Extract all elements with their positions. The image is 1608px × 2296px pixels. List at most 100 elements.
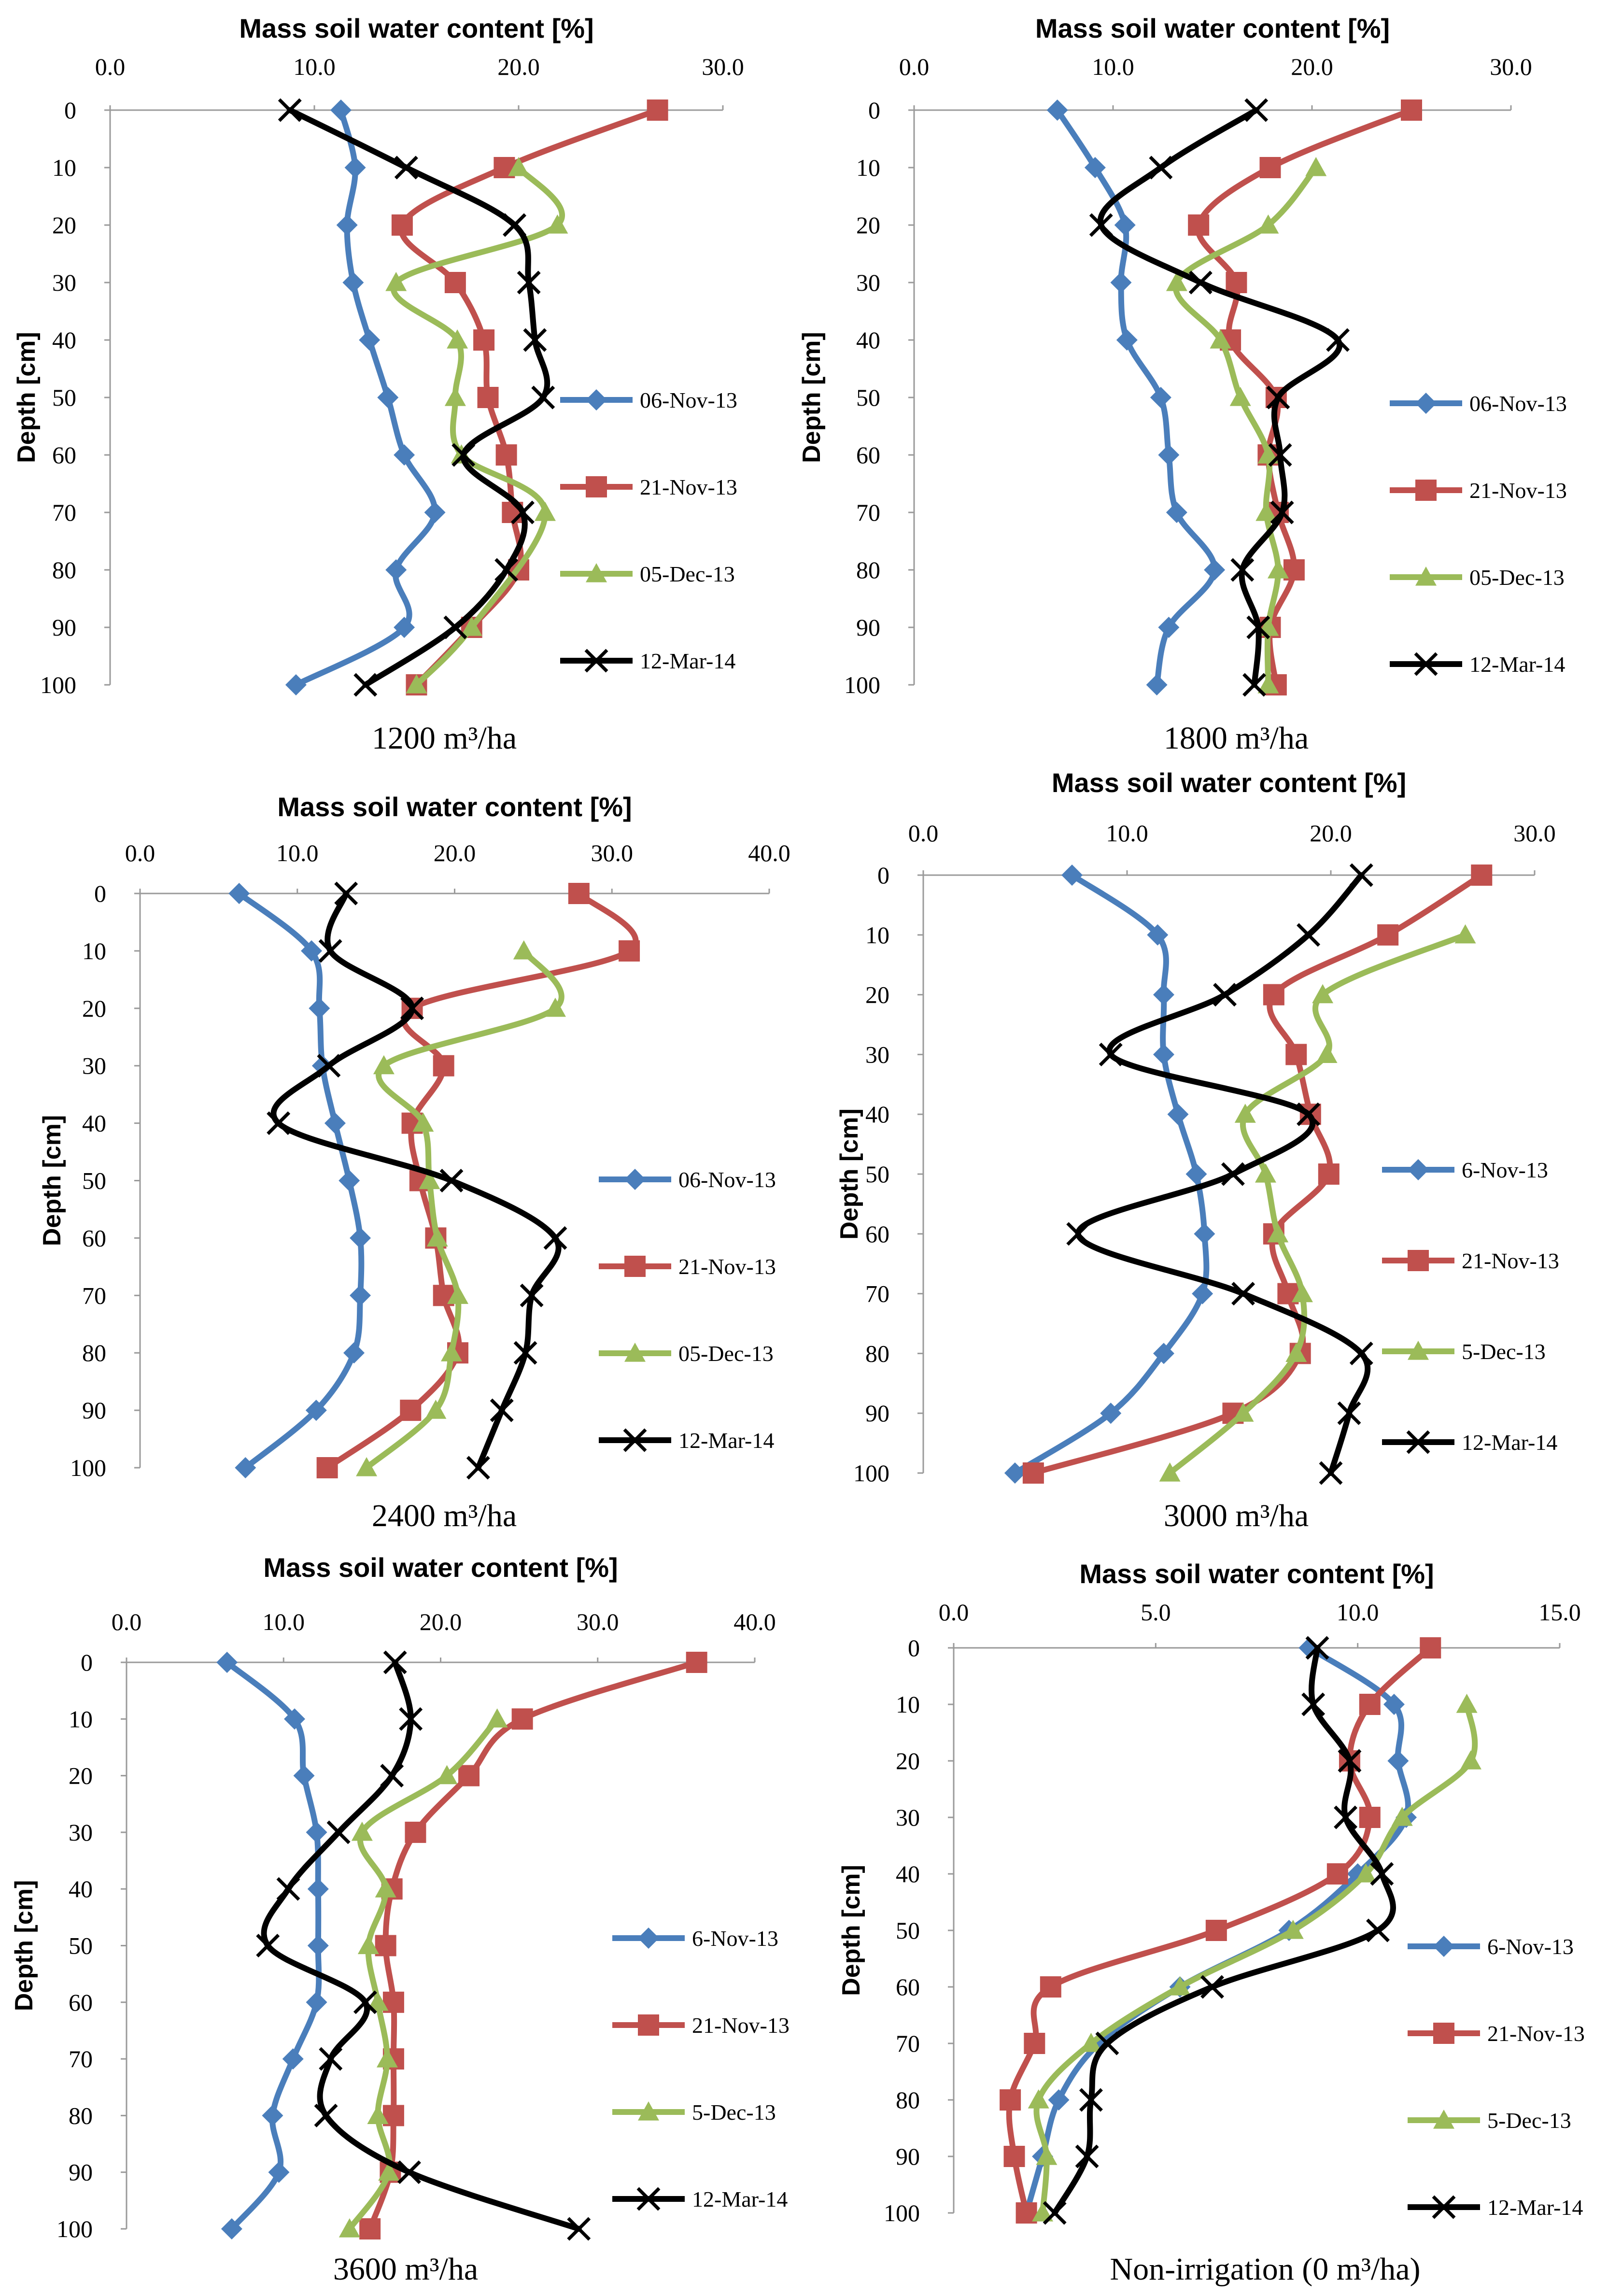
series-line (293, 107, 438, 688)
x-tick-label: 20.0 (420, 1608, 462, 1635)
legend-item: 05-Dec-13 (1390, 565, 1565, 590)
data-point (405, 1821, 426, 1843)
data-point (1257, 674, 1279, 694)
data-point (1043, 2201, 1067, 2225)
data-point (440, 1342, 462, 1361)
data-point (339, 2218, 360, 2238)
data-point (376, 2048, 398, 2068)
data-point (1266, 385, 1290, 410)
data-point (466, 1456, 490, 1480)
y-tick-label: 20 (865, 981, 889, 1008)
data-point (1040, 1976, 1061, 1998)
data-point (1355, 1863, 1377, 1883)
data-point (1301, 1692, 1326, 1716)
y-tick-label: 30 (856, 269, 880, 296)
legend-item: 12-Mar-14 (560, 649, 735, 673)
data-point (307, 1935, 329, 1956)
legend-marker (1408, 1341, 1429, 1360)
data-point (1359, 1807, 1381, 1828)
data-point (447, 1285, 469, 1304)
data-point (1150, 387, 1171, 408)
data-point (1066, 1222, 1090, 1246)
data-point (1166, 272, 1187, 291)
data-point (1401, 99, 1422, 121)
series-5-Dec-13 (1159, 924, 1476, 1482)
y-tick-label: 30 (69, 1819, 93, 1846)
series-6-Nov-13 (216, 1652, 329, 2239)
series-12-Mar-14 (1043, 1636, 1396, 2225)
data-point (444, 387, 466, 406)
data-point (1204, 559, 1226, 581)
data-point (1318, 1163, 1340, 1185)
data-point (342, 272, 364, 293)
data-point (1231, 1282, 1255, 1306)
y-tick-label: 60 (82, 1224, 106, 1251)
legend-label: 5-Dec-13 (1487, 2108, 1571, 2133)
y-tick-label: 30 (896, 1804, 920, 1831)
y-tick-label: 70 (896, 2030, 920, 2057)
legend-item: 6-Nov-13 (1408, 1934, 1574, 1959)
legend-marker (586, 563, 607, 582)
data-point (359, 2218, 381, 2239)
data-point (1229, 387, 1251, 406)
legend-label: 06-Nov-13 (1469, 391, 1567, 416)
data-point (1230, 558, 1255, 582)
chart-panel-1: Mass soil water content [%] 0.0 10.0 20.0 30… (13, 13, 744, 756)
data-point (324, 1112, 346, 1134)
y-tick-label: 100 (40, 671, 76, 698)
data-point (1036, 2146, 1058, 2165)
y-tick-label: 90 (896, 2143, 920, 2170)
data-point (228, 883, 250, 904)
y-axis-label: Depth [cm] (835, 1108, 863, 1240)
data-point (544, 997, 566, 1017)
legend-item: 6-Nov-13 (1382, 1158, 1548, 1182)
x-tick-label: 0.0 (112, 1608, 142, 1635)
series-line (224, 1659, 322, 2232)
data-point (1166, 502, 1187, 523)
data-point (444, 272, 466, 293)
chart-title: Mass soil water content [%] (263, 1552, 618, 1583)
y-tick-label: 90 (82, 1397, 106, 1424)
series-5-Dec-13 (339, 1708, 508, 2238)
data-point (385, 559, 407, 581)
y-tick-label: 30 (865, 1041, 889, 1068)
data-point (400, 996, 424, 1020)
data-point (1084, 157, 1106, 178)
legend-label: 12-Mar-14 (692, 2187, 788, 2211)
data-point (235, 1457, 256, 1478)
data-point (439, 1169, 464, 1192)
legend-marker (638, 2101, 659, 2121)
x-tick-label: 40.0 (748, 839, 790, 866)
data-point (1000, 2089, 1021, 2111)
x-tick-label: 0.0 (95, 53, 126, 80)
data-point (1391, 1807, 1413, 1826)
y-tick-label: 0 (64, 97, 76, 124)
data-point (426, 1227, 448, 1247)
series-05-Dec-13 (385, 157, 568, 694)
y-tick-label: 10 (856, 154, 880, 181)
data-point (1257, 214, 1279, 234)
data-point (1158, 444, 1180, 466)
data-point (567, 2217, 591, 2241)
x-tick-label: 30.0 (577, 1608, 619, 1635)
data-point (517, 270, 541, 295)
legend-item: 21-Nov-13 (1408, 2021, 1585, 2046)
series-line (346, 1716, 500, 2232)
chart-panel-6: Mass soil water content [%] 0.0 5.0 10.0 15.… (837, 1559, 1585, 2287)
legend-label: 05-Dec-13 (678, 1341, 774, 1366)
y-tick-label: 70 (82, 1282, 106, 1309)
x-tick-label: 30.0 (702, 53, 744, 80)
legend-label: 05-Dec-13 (640, 562, 735, 586)
data-point (394, 156, 418, 180)
data-point (1022, 1462, 1044, 1484)
series-12-Mar-14 (267, 881, 567, 1480)
y-axis-label: Depth [cm] (13, 332, 41, 463)
y-tick-label: 20 (856, 212, 880, 239)
y-tick-label: 0 (877, 862, 889, 889)
y-tick-label: 20 (896, 1747, 920, 1774)
data-point (443, 615, 467, 639)
data-point (1194, 1223, 1215, 1245)
legend-marker (638, 1928, 659, 1949)
x-tick-label: 20.0 (1310, 820, 1352, 847)
panel-caption: 3000 m³/ha (1164, 1498, 1309, 1533)
